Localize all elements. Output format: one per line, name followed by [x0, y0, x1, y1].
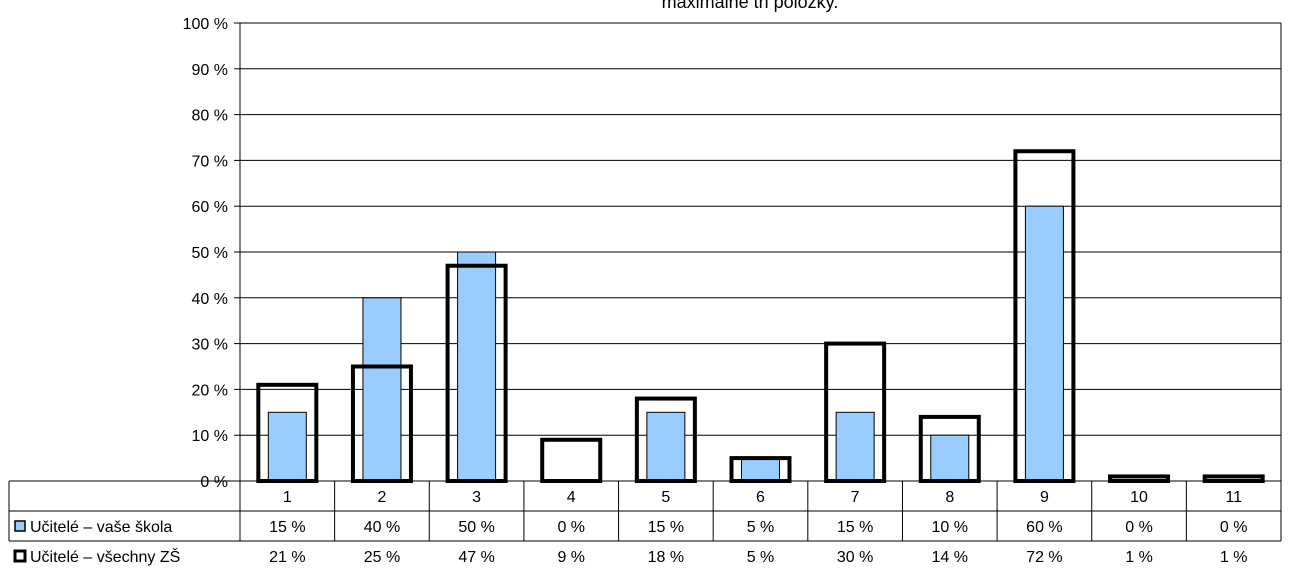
chart-title: maximálně tři položky.	[661, 0, 839, 12]
x-tick-label: 9	[1040, 489, 1049, 506]
x-tick-label: 1	[283, 489, 292, 506]
y-tick-label: 20 %	[192, 382, 228, 399]
bar-series-1	[930, 434, 970, 482]
data-label: 14 %	[932, 549, 968, 566]
bar-series-1	[267, 411, 307, 482]
data-label: 21 %	[269, 549, 305, 566]
legend-swatch	[14, 520, 26, 532]
legend-label: Učitelé – všechny ZŠ	[30, 547, 180, 566]
x-tick-label: 5	[661, 489, 670, 506]
data-label: 1 %	[1125, 549, 1153, 566]
y-tick-label: 70 %	[192, 153, 228, 170]
y-tick-label: 90 %	[192, 62, 228, 79]
data-label: 60 %	[1026, 519, 1062, 536]
y-tick-label: 50 %	[192, 245, 228, 262]
legend-label: Učitelé – vaše škola	[30, 519, 172, 536]
y-tick-label: 0 %	[200, 474, 228, 491]
data-label: 30 %	[837, 549, 873, 566]
bar-series-1	[646, 411, 686, 482]
y-tick-label: 100 %	[183, 16, 228, 33]
data-label: 15 %	[269, 519, 305, 536]
x-tick-label: 8	[945, 489, 954, 506]
x-tick-label: 3	[472, 489, 481, 506]
x-tick-label: 4	[567, 489, 576, 506]
y-tick-label: 80 %	[192, 108, 228, 125]
data-label: 0 %	[1220, 519, 1248, 536]
bar-series-1	[835, 411, 875, 482]
y-tick-label: 30 %	[192, 337, 228, 354]
data-label: 9 %	[557, 549, 585, 566]
data-label: 1 %	[1220, 549, 1248, 566]
x-tick-label: 2	[378, 489, 387, 506]
data-label: 72 %	[1026, 549, 1062, 566]
y-tick-label: 60 %	[192, 199, 228, 216]
bar-series-1	[362, 297, 402, 482]
bar-series-1	[1024, 205, 1064, 482]
data-label: 47 %	[458, 549, 494, 566]
y-tick-label: 40 %	[192, 291, 228, 308]
data-label: 50 %	[458, 519, 494, 536]
x-tick-label: 6	[756, 489, 765, 506]
y-tick-label: 10 %	[192, 428, 228, 445]
data-label: 0 %	[1125, 519, 1153, 536]
x-tick-label: 11	[1225, 489, 1242, 506]
data-label: 10 %	[932, 519, 968, 536]
x-tick-label: 7	[851, 489, 860, 506]
bar-series-1	[457, 251, 497, 482]
data-label: 15 %	[648, 519, 684, 536]
bar-series-2	[1202, 474, 1265, 484]
data-label: 0 %	[557, 519, 585, 536]
data-label: 5 %	[747, 549, 775, 566]
data-label: 5 %	[747, 519, 775, 536]
bar-series-2	[540, 437, 603, 483]
x-tick-label: 10	[1130, 489, 1148, 506]
data-label: 18 %	[648, 549, 684, 566]
data-label: 40 %	[364, 519, 400, 536]
bar-series-1	[741, 457, 780, 482]
data-label: 25 %	[364, 549, 400, 566]
legend-swatch	[13, 549, 27, 563]
bar-series-2	[1108, 474, 1171, 484]
data-label: 15 %	[837, 519, 873, 536]
